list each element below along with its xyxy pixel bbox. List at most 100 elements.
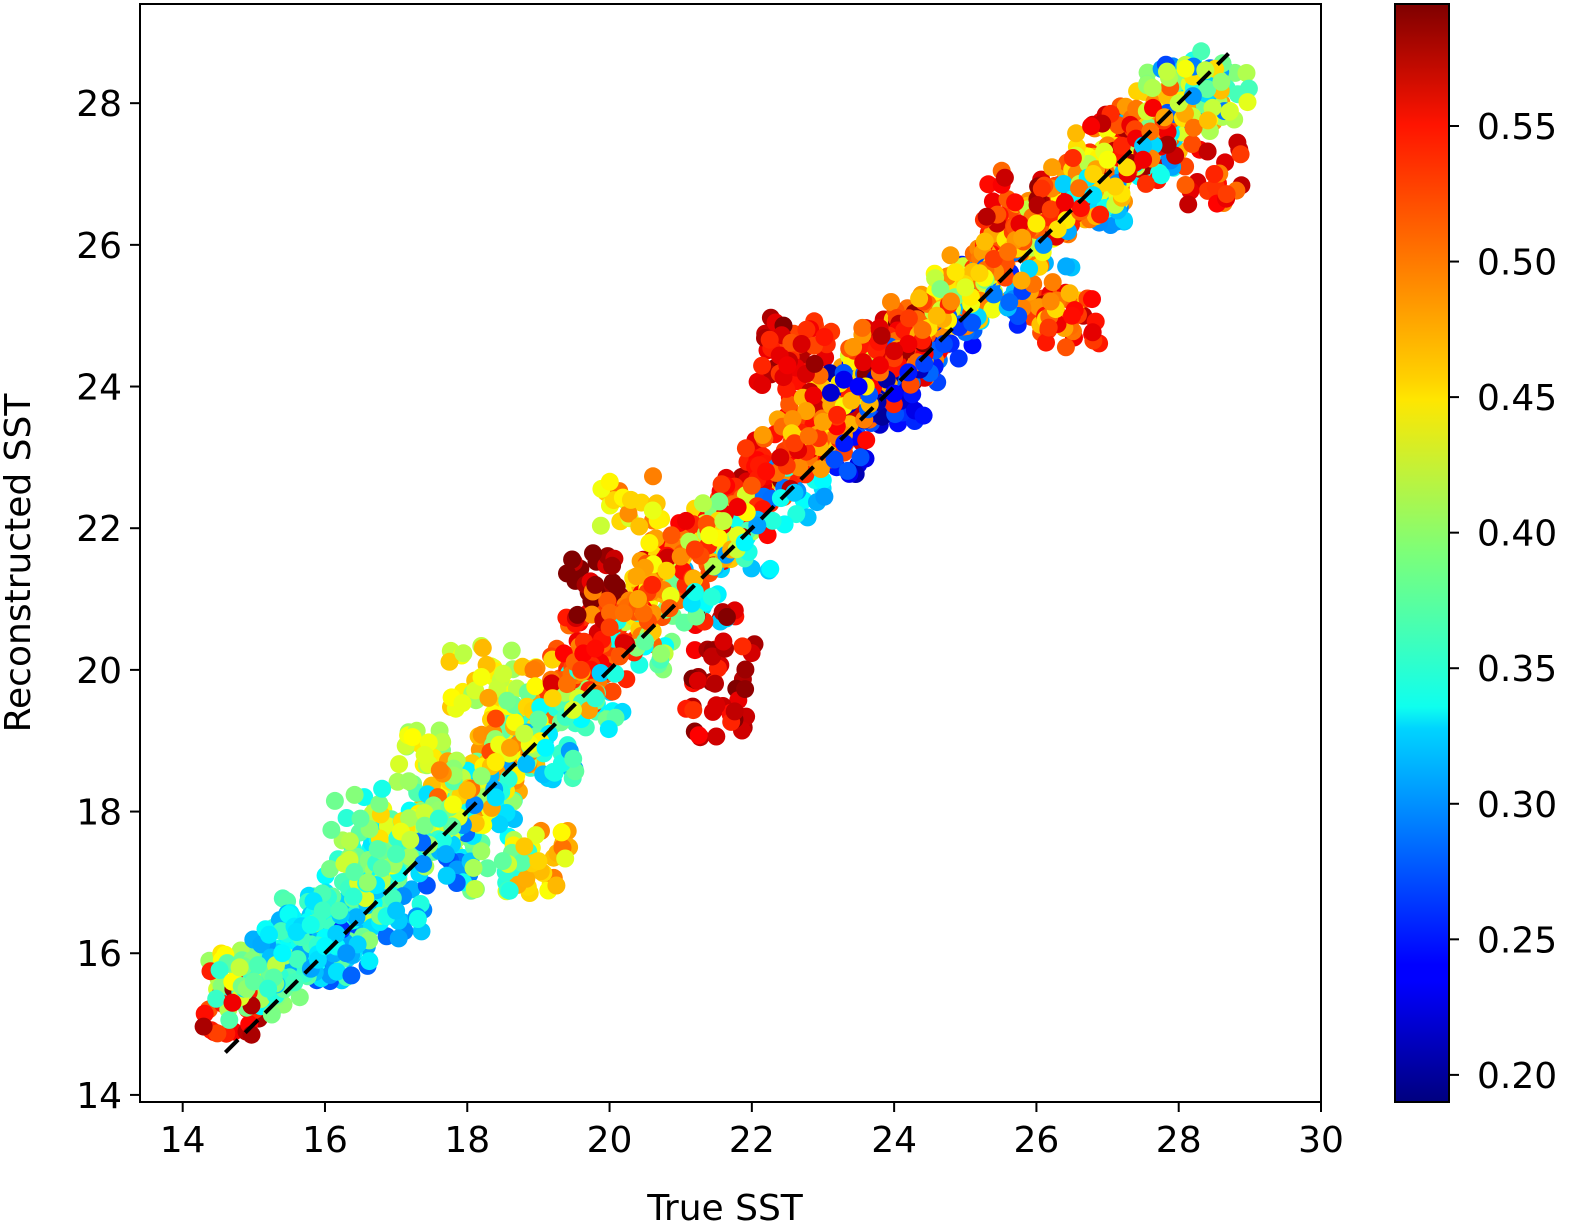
scatter-texture-dot: [899, 309, 918, 328]
scatter-texture-dot: [753, 426, 772, 444]
scatter-texture-dot: [662, 526, 681, 545]
scatter-point: [444, 795, 462, 814]
scatter-texture-dot: [619, 504, 638, 523]
scatter-texture-dot: [389, 929, 408, 948]
scatter-point: [714, 632, 733, 651]
scatter-point: [472, 767, 491, 786]
scatter-texture-dot: [390, 755, 409, 774]
scatter-texture-dot: [821, 383, 840, 402]
scatter-texture-dot: [1043, 273, 1062, 292]
scatter-texture-dot: [825, 450, 844, 469]
scatter-point: [1098, 150, 1117, 169]
scatter-texture-dot: [941, 246, 960, 265]
scatter-point: [956, 278, 975, 297]
scatter-point: [1212, 72, 1231, 91]
scatter-texture-dot: [710, 492, 729, 511]
scatter-texture-dot: [564, 700, 582, 719]
scatter-texture-dot: [811, 460, 830, 478]
scatter-point: [358, 873, 377, 892]
scatter-texture-dot: [1183, 135, 1202, 153]
scatter-texture-dot: [838, 461, 857, 480]
scatter-point: [486, 788, 505, 807]
scatter-texture-dot: [753, 376, 772, 394]
y-tick-label: 18: [76, 793, 122, 834]
scatter-point: [927, 306, 946, 325]
scatter-texture-dot: [1179, 195, 1198, 214]
scatter-texture-dot: [1220, 102, 1239, 121]
data-points: [223, 72, 1231, 1012]
scatter-point: [230, 958, 249, 977]
scatter-texture-dot: [220, 1010, 239, 1029]
scatter-texture-dot: [1143, 79, 1162, 97]
scatter-texture-dot: [1237, 64, 1256, 82]
scatter-point: [942, 292, 960, 311]
scatter-texture-dot: [479, 688, 498, 707]
scatter-texture-dot: [1037, 333, 1055, 352]
scatter-point: [984, 250, 1003, 268]
scatter-texture-dot: [545, 763, 564, 782]
scatter-point: [1198, 80, 1217, 98]
scatter-texture-dot: [975, 232, 994, 251]
scatter-texture-dot: [844, 338, 863, 356]
scatter-texture-dot: [437, 866, 456, 885]
scatter-texture-dot: [977, 207, 996, 226]
scatter-texture-dot: [995, 168, 1014, 187]
scatter-point: [429, 809, 448, 828]
scatter-texture-dot: [1056, 338, 1075, 357]
scatter-texture-dot: [1176, 59, 1195, 78]
scatter-texture-dot: [414, 854, 433, 873]
scatter-texture-dot: [946, 263, 965, 282]
scatter-point: [792, 335, 811, 353]
scatter-point: [586, 689, 605, 708]
x-axis-ticks: 14 16 18 20 22 24 26 28 30: [160, 1102, 1344, 1161]
scatter-texture-dot: [599, 720, 618, 739]
scatter-texture-dot: [472, 842, 491, 861]
scatter-texture-dot: [342, 966, 361, 985]
colorbar-tick-label: 0.20: [1477, 1056, 1557, 1097]
scatter-point: [1070, 179, 1089, 198]
scatter-point: [557, 675, 576, 694]
scatter-point: [493, 852, 512, 871]
scatter-texture-dot: [360, 952, 379, 971]
scatter-texture-dot: [194, 1017, 213, 1036]
scatter-point: [586, 639, 605, 658]
scatter-texture-dot: [337, 809, 356, 827]
x-tick-label: 16: [302, 1120, 348, 1161]
scatter-texture-dot: [1012, 271, 1031, 290]
scatter-texture-dot: [433, 733, 452, 751]
scatter-texture-dot: [1010, 214, 1029, 233]
scatter-texture-dot: [473, 638, 492, 657]
scatter-texture-dot: [207, 989, 226, 1008]
scatter-texture-dot: [564, 749, 583, 768]
scatter-texture-dot: [591, 664, 610, 682]
scatter-texture-dot: [815, 487, 834, 506]
scatter-texture-dot: [603, 682, 622, 701]
scatter-texture-dot: [208, 1024, 227, 1043]
scatter-texture-dot: [322, 820, 341, 839]
scatter-point: [501, 738, 519, 757]
scatter-point: [913, 320, 932, 339]
scatter-texture-dot: [753, 356, 772, 375]
scatter-point: [1006, 193, 1025, 212]
scatter-texture-dot: [983, 300, 1002, 319]
scatter-texture-dot: [1152, 166, 1170, 185]
scatter-point: [707, 696, 726, 715]
scatter-texture-dot: [652, 644, 670, 663]
scatter-texture-dot: [542, 674, 561, 693]
identity-reference-line: [223, 52, 1230, 1054]
scatter-point: [244, 972, 263, 991]
scatter-texture-dot: [684, 569, 703, 588]
scatter-texture-dot: [563, 550, 582, 569]
plot-frame: [139, 3, 1322, 1103]
scatter-texture-dot: [872, 326, 891, 345]
x-tick-label: 20: [587, 1120, 633, 1161]
scatter-texture-dot: [517, 754, 536, 773]
scatter-texture-dot: [440, 652, 459, 671]
scatter-texture-dot: [1198, 142, 1217, 161]
colorbar-tick-label: 0.50: [1477, 243, 1557, 284]
scatter-texture-dot: [707, 727, 726, 746]
scatter-texture-dot: [834, 370, 853, 389]
scatter-texture-dot: [854, 353, 873, 372]
scatter-point: [273, 944, 292, 963]
